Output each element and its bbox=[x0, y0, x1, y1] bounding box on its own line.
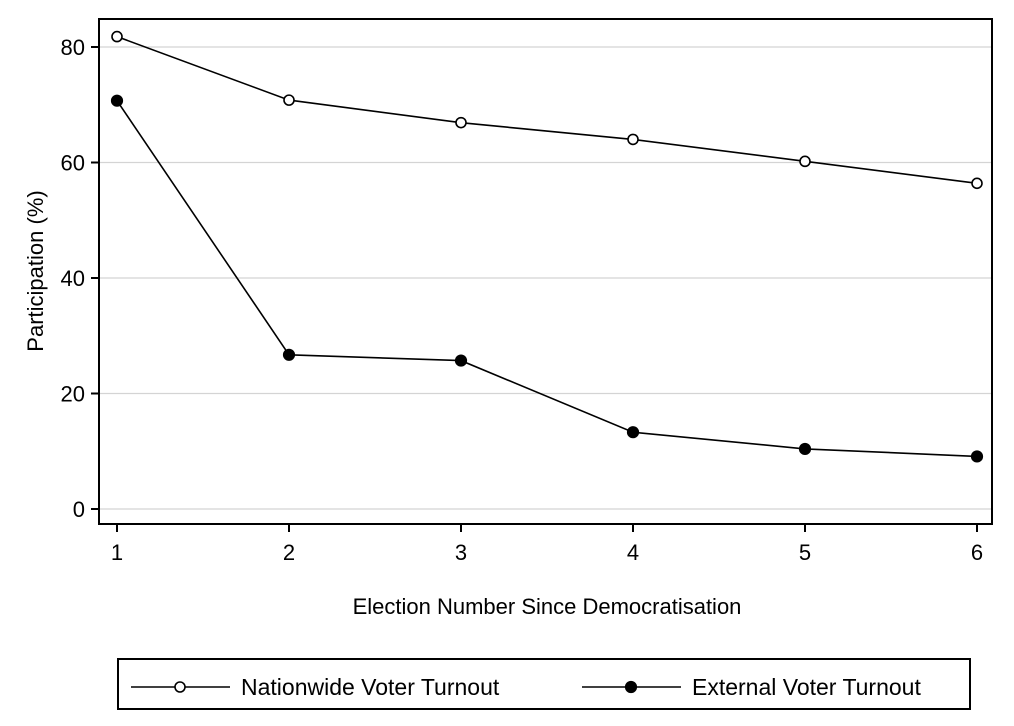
legend-box bbox=[117, 658, 971, 710]
x-tick-label: 6 bbox=[971, 540, 983, 565]
x-tick-label: 3 bbox=[455, 540, 467, 565]
legend-label-nationwide: Nationwide Voter Turnout bbox=[241, 674, 500, 700]
plot-frame bbox=[98, 18, 993, 525]
y-tick-label: 60 bbox=[61, 151, 85, 176]
legend-marker-external bbox=[624, 680, 638, 694]
series-line-nationwide-voter-turnout bbox=[116, 35, 978, 185]
y-axis-title: Participation (%) bbox=[23, 190, 48, 351]
data-point-nationwide-voter-turnout bbox=[455, 116, 467, 129]
x-tick-label: 2 bbox=[283, 540, 295, 565]
data-point-external-voter-turnout bbox=[282, 348, 296, 361]
series-layer bbox=[110, 30, 984, 463]
legend: Nationwide Voter Turnout External Voter … bbox=[117, 658, 971, 710]
data-point-external-voter-turnout bbox=[970, 450, 984, 463]
data-point-nationwide-voter-turnout bbox=[627, 133, 639, 146]
y-tick-label: 20 bbox=[61, 382, 85, 407]
data-point-external-voter-turnout bbox=[454, 354, 468, 367]
series-line-external-voter-turnout bbox=[116, 100, 978, 458]
data-point-nationwide-voter-turnout bbox=[799, 155, 811, 168]
gridlines bbox=[100, 46, 991, 510]
x-tick-label: 5 bbox=[799, 540, 811, 565]
y-axis: 0 20 40 60 80 bbox=[61, 35, 99, 522]
x-tick-label: 1 bbox=[111, 540, 123, 565]
data-point-external-voter-turnout bbox=[110, 94, 124, 107]
data-point-nationwide-voter-turnout bbox=[283, 94, 295, 106]
y-tick-label: 0 bbox=[73, 497, 85, 522]
data-point-nationwide-voter-turnout bbox=[111, 30, 123, 43]
data-point-nationwide-voter-turnout bbox=[971, 177, 983, 190]
legend-label-external: External Voter Turnout bbox=[692, 674, 921, 700]
y-tick-label: 80 bbox=[61, 35, 85, 60]
x-tick-label: 4 bbox=[627, 540, 639, 565]
legend-marker-nationwide bbox=[174, 681, 186, 693]
x-axis: 1 2 3 4 5 6 bbox=[111, 524, 983, 565]
x-axis-title: Election Number Since Democratisation bbox=[353, 594, 742, 619]
data-point-external-voter-turnout bbox=[798, 442, 812, 456]
data-point-external-voter-turnout bbox=[626, 426, 640, 439]
y-tick-label: 40 bbox=[61, 266, 85, 291]
